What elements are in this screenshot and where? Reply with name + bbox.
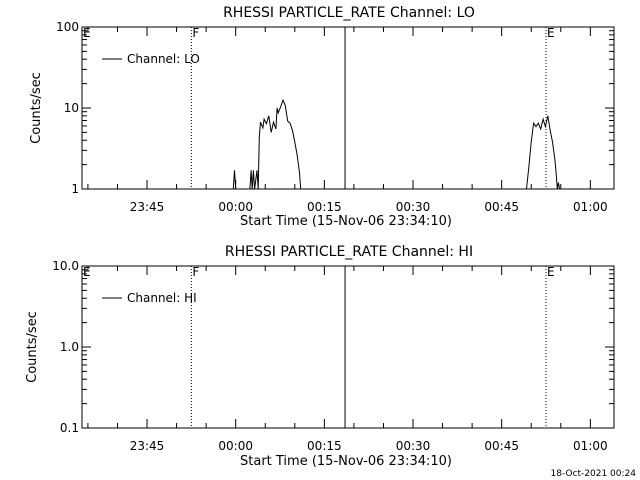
x-tick-label: 00:45: [484, 200, 519, 214]
event-marker-label: E: [547, 265, 555, 279]
legend-entry: Channel: LO: [127, 52, 200, 66]
y-tick-label: 10: [64, 101, 79, 115]
x-tick-label: 00:00: [218, 200, 253, 214]
chart-title: RHESSI PARTICLE_RATE Channel: LO: [223, 5, 475, 21]
event-marker-label: E: [547, 26, 555, 40]
y-tick-label: 1: [71, 182, 79, 196]
x-tick-label: 00:15: [307, 439, 342, 453]
chart-title: RHESSI PARTICLE_RATE Channel: HI: [225, 244, 473, 260]
chart-panel-lo: RHESSI PARTICLE_RATE Channel: LO Counts/…: [29, 5, 615, 229]
x-tick-label: 23:45: [130, 439, 165, 453]
x-tick-label: 23:45: [130, 200, 165, 214]
y-tick-label: 1.0: [60, 340, 79, 354]
chart-panel-hi: RHESSI PARTICLE_RATE Channel: HI Counts/…: [25, 244, 615, 469]
x-ticks: 23:45 00:00 00:15 00:30 00:45 01:00: [87, 266, 608, 453]
y-ticks: 0.1 1.0 10.0: [52, 259, 614, 435]
y-tick-label: 10.0: [52, 259, 79, 273]
legend: Channel: HI: [102, 291, 197, 305]
x-axis-label: Start Time (15-Nov-06 23:34:10): [240, 214, 452, 229]
event-marker-label: F: [192, 265, 199, 279]
series-line: [249, 98, 302, 190]
legend-entry: Channel: HI: [127, 291, 197, 305]
legend: Channel: LO: [102, 52, 200, 66]
y-axis-label: Counts/sec: [29, 72, 44, 144]
event-marker-label: F: [192, 26, 199, 40]
y-axis-label: Counts/sec: [25, 311, 40, 383]
x-tick-label: 01:00: [573, 439, 608, 453]
event-marker-label: E: [83, 265, 91, 279]
x-axis-label: Start Time (15-Nov-06 23:34:10): [240, 454, 452, 469]
y-ticks: 1 10 100: [56, 20, 614, 196]
y-tick-label: 100: [56, 20, 79, 34]
y-tick-label: 0.1: [60, 421, 79, 435]
x-tick-label: 00:30: [396, 200, 431, 214]
generated-timestamp: 18-Oct-2021 00:24: [551, 469, 637, 479]
event-marker-label: E: [83, 26, 91, 40]
x-tick-label: 01:00: [573, 200, 608, 214]
data-series: [232, 98, 561, 190]
x-ticks: 23:45 00:00 00:15 00:30 00:45 01:00: [87, 27, 608, 214]
x-tick-label: 00:30: [396, 439, 431, 453]
x-tick-label: 00:15: [307, 200, 342, 214]
x-tick-label: 00:00: [218, 439, 253, 453]
series-line: [232, 170, 237, 190]
series-line: [526, 115, 561, 190]
x-tick-label: 00:45: [484, 439, 519, 453]
